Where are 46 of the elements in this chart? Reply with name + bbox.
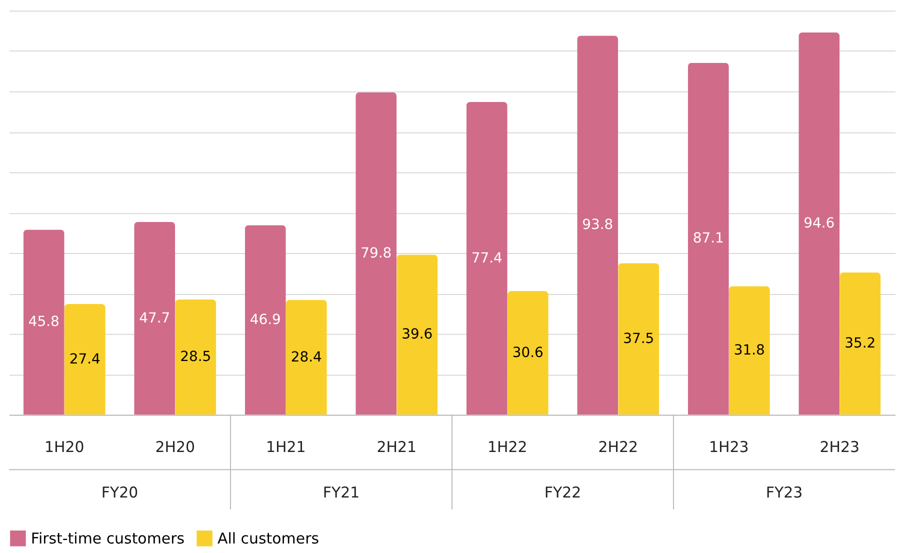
data-label: 77.4 [471,250,503,266]
bar [618,263,660,415]
text: FY23 [766,484,803,502]
data-label: 87.1 [692,230,724,247]
legend-label: First-time customers [30,529,185,548]
data-label: 31.8 [734,342,765,358]
data-label: 35.2 [844,336,876,352]
x-tick-label: 2H22 [598,438,638,456]
x-tick-label: 2H20 [155,438,196,456]
x-tick-label: 1H20 [44,438,84,456]
data-label: 37.5 [623,330,654,347]
bar [244,225,286,415]
x-tick-label: 1H23 [708,438,749,456]
text: FY22 [544,484,582,502]
x-tick-label: 2H23 [820,438,860,456]
data-label: 46.9 [250,312,281,328]
text: FY21 [322,484,360,502]
data-label: 30.6 [512,344,544,361]
bar [466,102,508,415]
bar [286,300,327,415]
x-tick-label: 1H22 [487,438,528,456]
data-label: 27.4 [69,351,101,368]
bar [688,62,729,415]
bar [798,32,840,415]
bar [577,36,618,415]
bar [23,230,64,415]
bar [507,291,548,415]
bar [728,286,770,415]
data-label: 47.7 [139,310,170,326]
bar [396,254,438,415]
data-label: 28.4 [290,349,322,366]
data-label: 45.8 [28,314,60,330]
bar [175,300,216,415]
data-label: 93.8 [582,217,614,234]
legend-label: All customers [218,529,320,548]
bar [134,222,176,415]
data-label: 28.5 [180,349,212,366]
text: FY20 [101,484,138,502]
data-label: 39.6 [402,326,433,343]
x-tick-label: 1H21 [266,438,306,456]
bar [64,304,106,415]
data-label: 94.6 [804,216,835,232]
bar [840,272,881,415]
bar [356,92,397,415]
x-tick-label: 2H21 [376,438,417,456]
data-label: 79.8 [360,245,392,262]
